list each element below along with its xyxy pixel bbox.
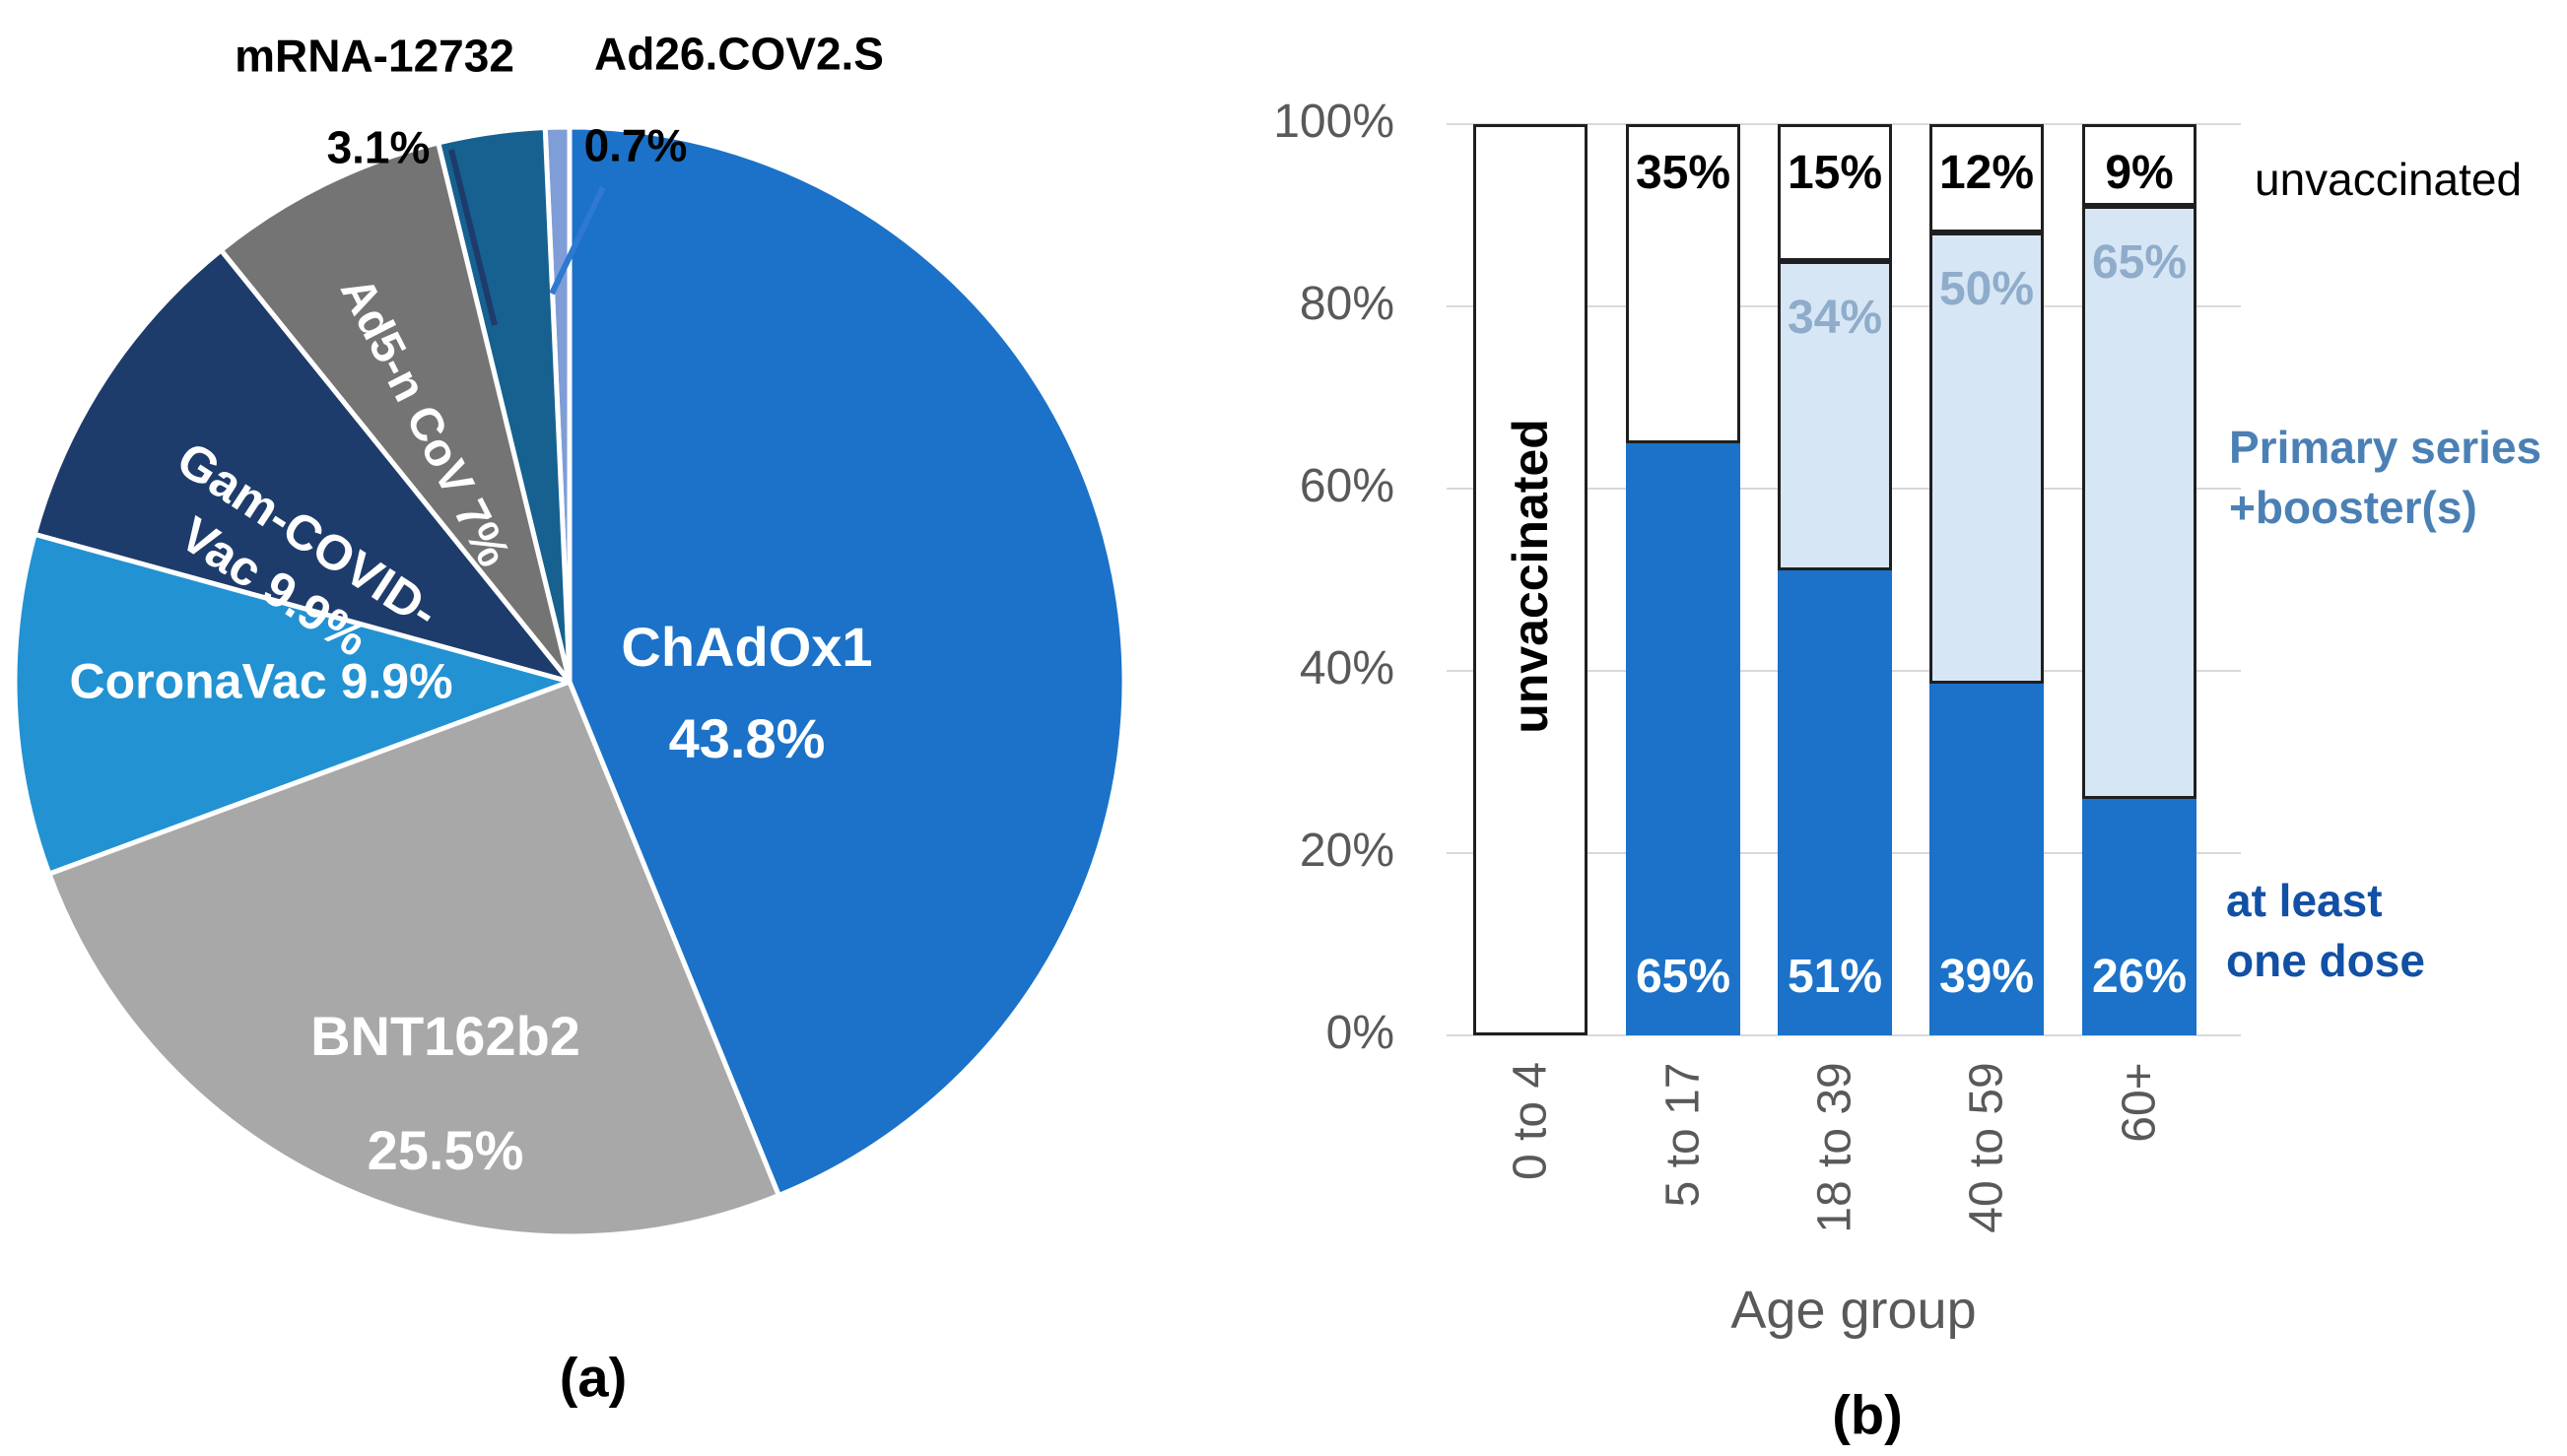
legend-unvaccinated: unvaccinated (2255, 154, 2523, 205)
legend-booster-line-2: +booster(s) (2229, 481, 2477, 533)
y-axis-label-80: 80% (1299, 278, 1394, 330)
pie-slice-ad5-n-cov (218, 140, 573, 685)
legend-dose-line-2: one dose (2226, 934, 2425, 986)
x-axis-label-60+: 60+ (2113, 1061, 2166, 1143)
pie-label-1: 43.8% (668, 707, 826, 770)
pie-label-2: BNT162b2 (310, 1005, 580, 1068)
legend-booster-line-1: Primary series (2229, 422, 2542, 473)
pie-label-4: CoronaVac 9.9% (69, 653, 453, 709)
x-axis-label-5-to-17: 5 to 17 (1656, 1062, 1710, 1207)
bar-value-label-18-to-39-unvaccinated: 15% (1787, 147, 1883, 199)
bar-segment-60+-Primary-series-+booster(s) (2082, 206, 2196, 799)
bar-value-label-60+-Primary-series-+booster(s): 65% (2091, 236, 2188, 290)
legend-dose-line-1: at least (2226, 875, 2383, 926)
bar-value-label-18-to-39-at-least-one-dose: 51% (1787, 951, 1883, 1003)
pie-label-8: mRNA-12732 (235, 30, 514, 82)
y-gridline-0 (1447, 1034, 2241, 1036)
panel-a-label: (a) (559, 1346, 628, 1409)
pie-label-9: 3.1% (326, 121, 431, 173)
bar-segment-18-to-39-Primary-series-+booster(s) (1778, 260, 1892, 571)
vaccine-pie-chart (12, 124, 1127, 1239)
pie-label-3: 25.5% (367, 1119, 524, 1182)
y-axis-label-20: 20% (1299, 825, 1394, 877)
pie-slice-bnt162b2 (46, 679, 781, 1239)
y-axis-label-60: 60% (1299, 460, 1394, 512)
bar-segment-5-to-17-at-least-one-dose (1626, 442, 1740, 1035)
bar-value-label-5-to-17-at-least-one-dose: 65% (1635, 951, 1731, 1003)
x-axis-title: Age group (1730, 1281, 1977, 1340)
ad26-cov2s-leader-line (549, 185, 606, 296)
pie-label-0: ChAdOx1 (621, 616, 873, 679)
bar-segment-5-to-17-unvaccinated (1626, 124, 1740, 443)
bar-value-label-5-to-17-unvaccinated: 35% (1635, 147, 1731, 199)
panel-b-label: (b) (1832, 1383, 1903, 1446)
bar-segment-18-to-39-at-least-one-dose (1778, 570, 1892, 1035)
x-axis-label-40-to-59: 40 to 59 (1960, 1061, 2013, 1233)
pie-slice-chadox1 (567, 124, 1127, 1198)
legend-primary-series-booster: Primary series +booster(s) (2229, 418, 2541, 537)
bar-value-label-40-to-59-at-least-one-dose: 39% (1938, 951, 2035, 1003)
bar-segment-0-to-4-unvaccinated (1473, 124, 1587, 1035)
bar-segment-60+-unvaccinated (2082, 124, 2196, 207)
bar-value-label-18-to-39-Primary-series-+booster(s): 34% (1787, 291, 1883, 344)
bar-segment-18-to-39-unvaccinated (1778, 124, 1892, 261)
pie-slice-coronavac (12, 531, 573, 877)
mrna-12732-leader-line (448, 149, 498, 326)
pie-label-11: 0.7% (583, 119, 688, 171)
bar-value-label-60+-at-least-one-dose: 26% (2091, 951, 2188, 1003)
x-axis-label-0-to-4: 0 to 4 (1504, 1061, 1557, 1181)
bar-segment-60+-at-least-one-dose (2082, 798, 2196, 1035)
legend-at-least-one-dose: at least one dose (2226, 871, 2425, 990)
bar-segment-40-to-59-Primary-series-+booster(s) (1929, 232, 2044, 684)
bar-segment-40-to-59-at-least-one-dose (1929, 683, 2044, 1035)
y-axis-label-0: 0% (1325, 1007, 1394, 1059)
y-axis-label-100: 100% (1273, 96, 1394, 148)
bar-value-label-40-to-59-unvaccinated: 12% (1938, 147, 2035, 199)
bar-segment-40-to-59-unvaccinated (1929, 124, 2044, 232)
pie-slice-gam-covid-vac (32, 247, 573, 685)
bar-value-label-40-to-59-Primary-series-+booster(s): 50% (1938, 262, 2035, 315)
bar-value-label-60+-unvaccinated: 9% (2105, 147, 2174, 199)
pie-label-10: Ad26.COV2.S (594, 28, 884, 80)
x-axis-label-18-to-39: 18 to 39 (1808, 1061, 1861, 1233)
unvaccinated-bar-annotation: unvaccinated (1503, 419, 1558, 734)
y-axis-label-40: 40% (1299, 642, 1394, 695)
